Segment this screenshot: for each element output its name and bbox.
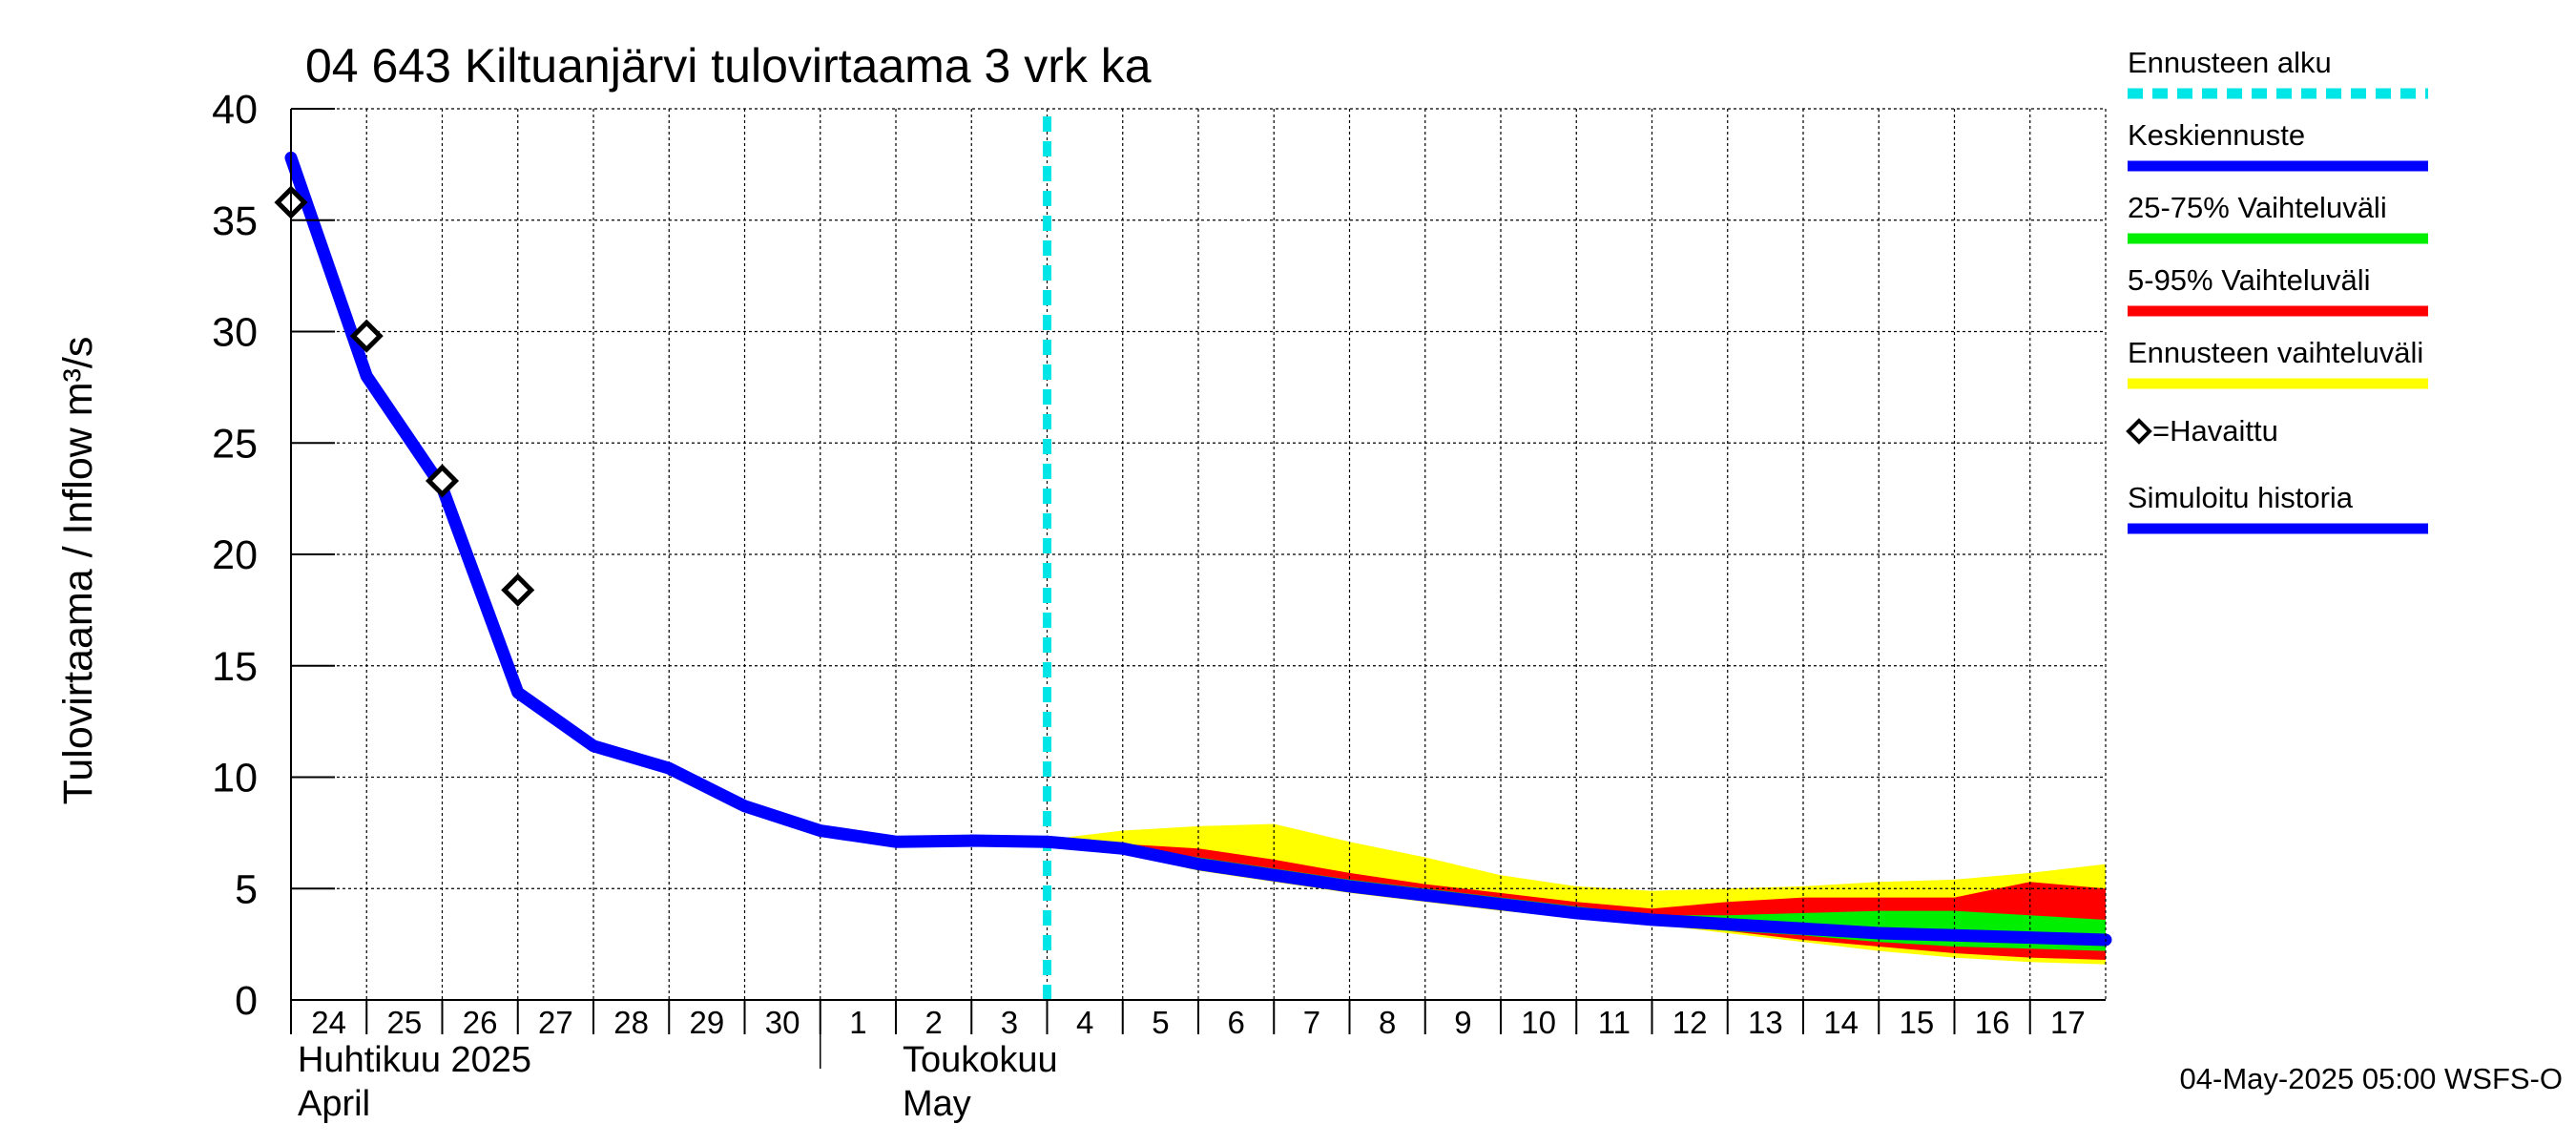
series-line-1 — [1041, 835, 2112, 947]
observed-point — [501, 572, 535, 607]
x-tick-label: 8 — [1379, 1005, 1396, 1040]
legend-label: Keskiennuste — [2128, 118, 2305, 152]
axes — [290, 108, 2107, 1034]
x-tick-labels: 24 25 26 27 28 29 30 1 2 3 4 5 6 7 8 9 10 11 12 13 14 15 16 17 — [311, 1005, 2085, 1040]
observed-markers — [274, 185, 535, 607]
series-line-0 — [284, 151, 1053, 848]
x-tick-label: 24 — [311, 1005, 346, 1040]
x-tick-label: 1 — [849, 1005, 866, 1040]
x-tick-label: 14 — [1823, 1005, 1859, 1040]
legend-label: Ennusteen alku — [2128, 46, 2332, 79]
y-tick-label: 0 — [235, 978, 258, 1024]
legend-label: Ennusteen vaihteluväli — [2128, 336, 2423, 369]
month-label-en: April — [298, 1084, 370, 1124]
observed-point — [349, 319, 384, 353]
x-tick-label: 16 — [1975, 1005, 2010, 1040]
x-tick-label: 4 — [1076, 1005, 1093, 1040]
legend-label: Simuloitu historia — [2128, 481, 2354, 514]
series-lines — [284, 151, 2112, 947]
x-tick-label: 26 — [463, 1005, 498, 1040]
legend-label: 25-75% Vaihteluväli — [2128, 191, 2387, 224]
x-tick-label: 3 — [1001, 1005, 1018, 1040]
x-tick-label: 27 — [538, 1005, 573, 1040]
y-axis-label: Tulovirtaama / Inflow m³/s — [55, 337, 101, 805]
y-tick-label: 20 — [212, 532, 258, 578]
legend-label: 5-95% Vaihteluväli — [2128, 263, 2370, 297]
y-tick-label: 30 — [212, 310, 258, 356]
y-tick-label: 35 — [212, 198, 258, 244]
legend-marker — [2126, 418, 2152, 445]
x-tick-label: 29 — [690, 1005, 725, 1040]
x-tick-label: 5 — [1152, 1005, 1169, 1040]
band-2 — [1047, 842, 2106, 951]
x-tick-label: 9 — [1454, 1005, 1471, 1040]
x-tick-label: 13 — [1748, 1005, 1783, 1040]
x-tick-label: 6 — [1227, 1005, 1244, 1040]
y-tick-labels: 0 5 10 15 20 25 30 35 40 — [212, 87, 258, 1024]
y-tick-label: 10 — [212, 756, 258, 802]
x-tick-label: 11 — [1598, 1005, 1631, 1040]
x-tick-label: 28 — [613, 1005, 649, 1040]
y-tick-label: 40 — [212, 87, 258, 133]
x-tick-label: 7 — [1303, 1005, 1320, 1040]
x-tick-label: 10 — [1521, 1005, 1556, 1040]
legend-label: =Havaittu — [2152, 414, 2278, 448]
x-tick-label: 15 — [1900, 1005, 1935, 1040]
grid-lines — [291, 109, 2106, 1000]
observed-point — [425, 464, 460, 498]
x-tick-label: 30 — [765, 1005, 800, 1040]
x-tick-label: 12 — [1672, 1005, 1708, 1040]
y-tick-label: 25 — [212, 421, 258, 467]
legend: Ennusteen alku Keskiennuste 25-75% Vaihtel… — [2126, 46, 2428, 534]
month-label-fi: Huhtikuu 2025 — [298, 1040, 531, 1080]
month-label-fi: Toukokuu — [903, 1040, 1058, 1080]
x-tick-label: 25 — [387, 1005, 423, 1040]
month-label-en: May — [903, 1084, 971, 1124]
footer-timestamp: 04-May-2025 05:00 WSFS-O — [2180, 1062, 2563, 1095]
y-tick-label: 5 — [235, 866, 258, 912]
y-tick-label: 15 — [212, 644, 258, 690]
chart-title: 04 643 Kiltuanjärvi tulovirtaama 3 vrk k… — [305, 39, 1152, 93]
x-tick-label: 17 — [2050, 1005, 2086, 1040]
x-tick-label: 2 — [924, 1005, 942, 1040]
